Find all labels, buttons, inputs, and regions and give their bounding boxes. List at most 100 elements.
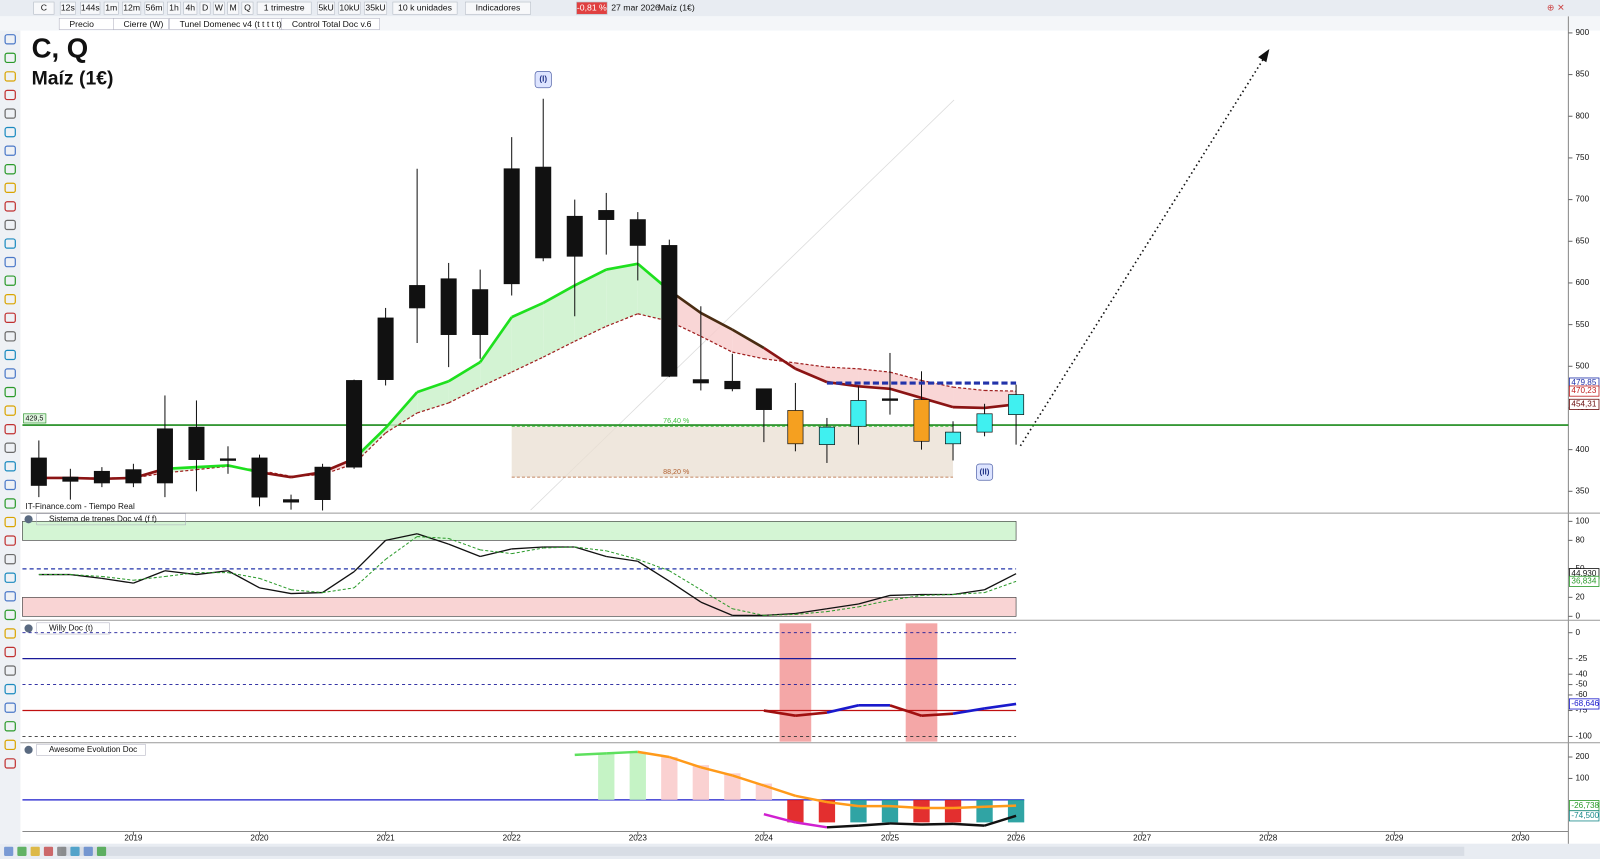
y-tick-label: 80 <box>1576 536 1586 545</box>
indicator-close[interactable] <box>24 515 33 524</box>
oscillator-line <box>668 580 702 603</box>
bottom-icon[interactable] <box>57 846 67 856</box>
tool-icon[interactable] <box>4 294 16 305</box>
tool-icon[interactable] <box>4 739 16 751</box>
toolbar-label: W <box>215 2 224 12</box>
bottom-icon[interactable] <box>17 846 27 856</box>
candle-body <box>692 379 709 384</box>
tool-icon[interactable] <box>4 665 16 676</box>
bottom-icon[interactable] <box>70 846 80 856</box>
indicator-header[interactable] <box>36 513 186 526</box>
highlight-zone <box>905 623 938 742</box>
tool-icon[interactable] <box>4 349 16 361</box>
toolbar-button[interactable] <box>167 1 181 15</box>
indicator-close[interactable] <box>24 745 33 754</box>
bottom-icon[interactable] <box>43 846 54 856</box>
tool-icon[interactable] <box>4 126 16 138</box>
indicator-title: Willy Doc (t) <box>49 624 93 633</box>
bottom-icon[interactable] <box>4 846 14 856</box>
toolbar-button[interactable] <box>317 1 335 15</box>
x-tick-label: 2019 <box>124 834 143 843</box>
tool-icon[interactable] <box>4 108 16 119</box>
toolbar-button[interactable] <box>465 1 531 15</box>
wave-label-box <box>534 71 552 89</box>
signal-line <box>542 340 576 358</box>
awesome-line <box>889 822 922 826</box>
window-icons[interactable]: ⊕ ✕ <box>1547 3 1565 13</box>
tool-icon[interactable] <box>4 368 16 379</box>
tool-icon[interactable] <box>4 164 16 175</box>
oscillator-line <box>858 599 891 608</box>
tool-icon[interactable] <box>4 238 16 249</box>
toolbar-button[interactable] <box>80 1 101 15</box>
tool-icon[interactable] <box>4 758 16 769</box>
toolbar-button[interactable] <box>392 1 458 15</box>
tunnel-fill <box>448 362 481 403</box>
tool-icon[interactable] <box>4 405 16 416</box>
legend-entry[interactable] <box>281 18 380 30</box>
awesome-line <box>826 824 859 829</box>
tool-icon[interactable] <box>4 498 16 509</box>
tool-icon[interactable] <box>4 386 16 398</box>
y-tick-label: 350 <box>1576 486 1590 495</box>
tool-icon[interactable] <box>4 572 16 583</box>
tool-icon[interactable] <box>4 145 16 156</box>
signal-line <box>826 366 859 370</box>
tool-icon[interactable] <box>4 201 16 212</box>
tool-icon[interactable] <box>4 89 16 101</box>
tool-icon[interactable] <box>4 219 16 231</box>
toolbar-button[interactable] <box>338 1 361 15</box>
tool-icon[interactable] <box>4 628 16 639</box>
tunnel-line <box>196 464 229 469</box>
tool-icon[interactable] <box>4 52 16 64</box>
tool-icon[interactable] <box>4 683 16 695</box>
tool-icon[interactable] <box>4 182 16 194</box>
tool-icon[interactable] <box>4 34 16 45</box>
tool-icon[interactable] <box>4 312 16 323</box>
candle-body <box>503 168 520 285</box>
toolbar-button[interactable] <box>256 1 312 15</box>
tool-icon[interactable] <box>4 591 16 602</box>
toolbar-button[interactable] <box>33 1 55 15</box>
toolbar-button[interactable] <box>199 1 211 15</box>
bottom-icon[interactable] <box>96 846 107 856</box>
indicator-header[interactable] <box>36 622 110 635</box>
tool-icon[interactable] <box>4 331 16 342</box>
tool-icon[interactable] <box>4 423 16 435</box>
toolbar-button[interactable] <box>59 1 76 15</box>
toolbar-button[interactable] <box>144 1 164 15</box>
signal-line <box>889 371 922 382</box>
tool-icon[interactable] <box>4 553 16 565</box>
indicator-header[interactable] <box>36 743 146 756</box>
scrollbar[interactable] <box>61 846 1465 856</box>
toolbar-button[interactable] <box>122 1 142 15</box>
toolbar-button[interactable] <box>227 1 240 15</box>
tool-icon[interactable] <box>4 71 16 82</box>
arrow-head <box>1258 48 1270 63</box>
toolbar-button[interactable] <box>103 1 119 15</box>
x-tick-label: 2022 <box>503 834 522 843</box>
tool-icon[interactable] <box>4 442 16 453</box>
histogram-bar <box>944 799 962 823</box>
toolbar-button[interactable] <box>183 1 198 15</box>
bottom-icon[interactable] <box>83 846 93 856</box>
toolbar-button[interactable] <box>576 1 608 15</box>
legend-entry[interactable] <box>113 18 169 30</box>
indicator-title: Sistema de trenes Doc v4 (f f) <box>49 514 157 523</box>
tool-icon[interactable] <box>4 535 16 546</box>
bottom-icon[interactable] <box>30 846 40 856</box>
tool-icon[interactable] <box>4 275 16 286</box>
tool-icon[interactable] <box>4 461 16 472</box>
price-tag <box>1568 398 1600 410</box>
tool-icon[interactable] <box>4 479 16 491</box>
toolbar-button[interactable] <box>241 1 254 15</box>
tool-icon[interactable] <box>4 721 16 732</box>
indicator-close[interactable] <box>24 624 33 633</box>
tool-icon[interactable] <box>4 516 16 528</box>
toolbar-button[interactable] <box>363 1 388 15</box>
tool-icon[interactable] <box>4 702 16 713</box>
toolbar-button[interactable] <box>212 1 225 15</box>
tool-icon[interactable] <box>4 609 16 621</box>
tool-icon[interactable] <box>4 646 16 658</box>
tool-icon[interactable] <box>4 256 16 268</box>
